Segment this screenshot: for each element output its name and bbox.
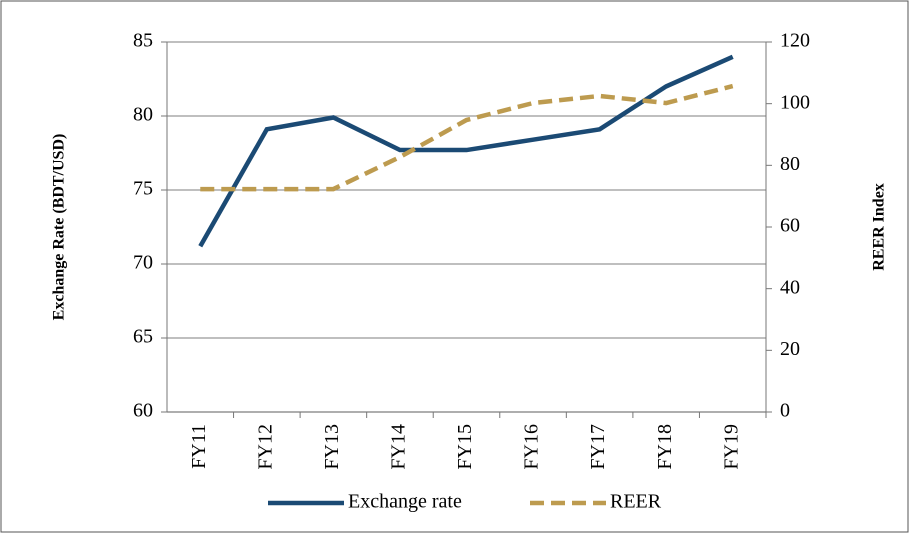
y2-tick-label: 40 bbox=[780, 276, 800, 298]
x-tick-label: FY14 bbox=[388, 424, 410, 470]
y2-tick-label: 100 bbox=[780, 91, 810, 113]
y2-tick-label: 120 bbox=[780, 30, 810, 52]
y-tick-label: 85 bbox=[133, 30, 153, 52]
legend-label: REER bbox=[610, 491, 662, 513]
y2-tick-label: 60 bbox=[780, 215, 800, 237]
x-tick-label: FY11 bbox=[188, 424, 210, 469]
y-tick-label: 65 bbox=[133, 326, 153, 348]
x-tick-label: FY18 bbox=[654, 424, 676, 470]
y2-axis-title: REER Index bbox=[871, 183, 888, 271]
x-tick-label: FY13 bbox=[321, 424, 343, 470]
y-axis-title: Exchange Rate (BDT/USD) bbox=[51, 134, 68, 321]
x-tick-label: FY16 bbox=[521, 424, 543, 470]
y2-tick-label: 0 bbox=[780, 400, 790, 422]
y-tick-label: 75 bbox=[133, 178, 153, 200]
y-tick-label: 60 bbox=[133, 400, 153, 422]
x-tick-label: FY19 bbox=[720, 424, 742, 470]
x-tick-label: FY15 bbox=[454, 424, 476, 470]
y2-tick-label: 20 bbox=[780, 338, 800, 360]
y-tick-label: 70 bbox=[133, 252, 153, 274]
legend-label: Exchange rate bbox=[348, 491, 462, 513]
y2-tick-label: 80 bbox=[780, 153, 800, 175]
series-line bbox=[200, 83, 734, 192]
x-tick-label: FY12 bbox=[254, 424, 276, 470]
x-tick-label: FY17 bbox=[587, 424, 609, 470]
y-tick-label: 80 bbox=[133, 104, 153, 126]
